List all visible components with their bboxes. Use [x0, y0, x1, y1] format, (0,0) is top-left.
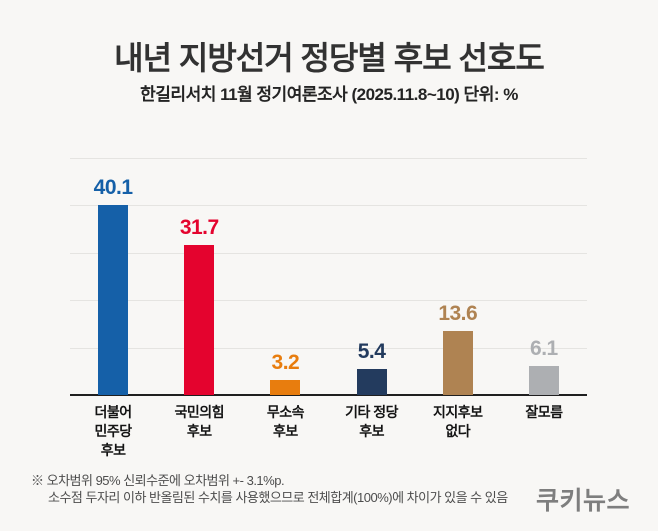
bar-value-label-2: 31.7 [179, 215, 219, 239]
bar-value-label-4: 5.4 [357, 340, 386, 364]
category-label-2: 국민의힘 후보 [174, 404, 225, 439]
plot-area: 40.1 31.7 3.2 5.4 13.6 6.1 [70, 158, 587, 396]
page-title: 내년 지방선거 정당별 후보 선호도 [114, 40, 545, 76]
gridline-20 [70, 300, 587, 302]
bar-value-label-3: 3.2 [271, 350, 300, 374]
category-label-4: 기타 정당 후보 [345, 404, 399, 439]
x-axis-line [70, 394, 587, 396]
bar-value-label-5: 13.6 [438, 301, 478, 325]
gridline-40 [70, 205, 587, 207]
bar-5 [442, 330, 473, 395]
gridline-10 [70, 347, 587, 349]
bar-value-label-1: 40.1 [93, 175, 133, 199]
kukinews-logo: 쿠키뉴스 [535, 487, 630, 515]
bar-6 [528, 366, 559, 395]
category-label-6: 잘모름 [525, 404, 563, 420]
page-subtitle: 한길리서치 11월 정기여론조사 (2025.11.8~10) 단위: % [140, 85, 518, 104]
footnote: ※ 오차범위 95% 신뢰수준에 오차범위 +- 3.1%p. 소수점 두자리 … [31, 472, 508, 506]
gridline-50 [70, 158, 587, 159]
gridline-30 [70, 252, 587, 254]
category-label-1: 더불어 민주당 후보 [94, 404, 133, 458]
category-label-3: 무소속 후보 [266, 404, 305, 439]
bar-4 [356, 369, 387, 395]
footnote-line-2: 소수점 두자리 이하 반올림된 수치를 사용했으므로 전체합계(100%)에 차… [48, 490, 508, 505]
category-label-5: 지지후보 없다 [432, 404, 483, 439]
bar-2 [184, 244, 215, 395]
bar-1 [98, 204, 129, 395]
bar-3 [270, 379, 301, 395]
footnote-line-1: ※ 오차범위 95% 신뢰수준에 오차범위 +- 3.1%p. [31, 473, 285, 488]
bar-value-label-6: 6.1 [530, 337, 558, 361]
